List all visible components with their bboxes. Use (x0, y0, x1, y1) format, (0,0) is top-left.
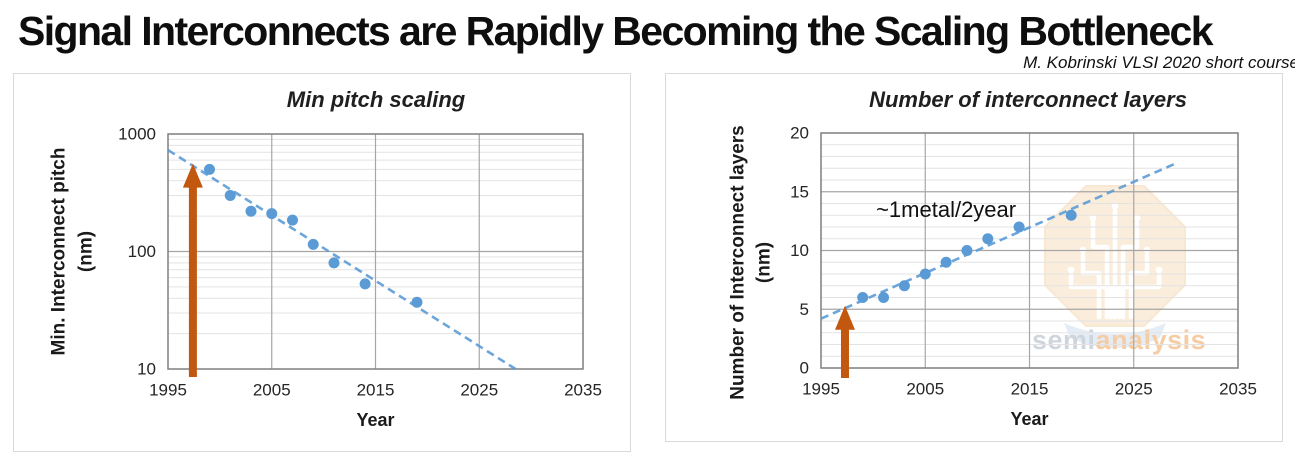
chart-title-interconnect-layers: Number of interconnect layers (869, 87, 1187, 112)
x-tick-label: 2015 (1011, 380, 1049, 399)
chart-card-min-pitch: Min pitch scaling 10 100 1000 1995 2005 2015 2… (13, 73, 631, 452)
x-axis-title: Year (356, 410, 394, 430)
x-tick-label: 2025 (460, 381, 498, 400)
y-tick-label: 0 (800, 359, 809, 378)
data-points (857, 209, 1077, 303)
x-tick-label: 2035 (1219, 380, 1257, 399)
semianalysis-logo-icon (1044, 185, 1186, 348)
semianalysis-wordmark: semianalysis (1032, 325, 1206, 356)
x-tick-label: 1995 (149, 381, 187, 400)
x-tick-label: 2015 (357, 381, 395, 400)
page-title: Signal Interconnects are Rapidly Becomin… (18, 8, 1214, 54)
y-axis-title: (nm) (76, 231, 97, 272)
up-arrow-icon (834, 305, 855, 378)
trend-line (167, 148, 517, 371)
x-tick-label: 2005 (906, 380, 944, 399)
y-axis-title: (nm) (754, 242, 775, 283)
y-axis-title: Number of Interconnect layers (728, 125, 749, 400)
chart-card-interconnect-layers: Number of interconnect layers (665, 73, 1283, 442)
plot-border (820, 132, 1239, 369)
plot-border (167, 133, 584, 370)
x-axis-title: Year (1010, 409, 1048, 429)
attribution-text: M. Kobrinski VLSI 2020 short course (1023, 53, 1295, 72)
major-gridlines (821, 133, 1238, 368)
semianalysis-watermark: semianalysis (1032, 177, 1206, 363)
y-tick-label: 1000 (118, 125, 156, 144)
interconnect-layers-chart: 0 5 10 15 20 1995 2005 2015 2025 2035 Year Number o… (728, 124, 1257, 430)
y-tick-label: 20 (790, 124, 809, 143)
x-tick-label: 2035 (564, 381, 602, 400)
chart-title-min-pitch: Min pitch scaling (286, 87, 466, 112)
up-arrow-icon (182, 163, 203, 377)
y-axis-title: Min. Interconnect pitch (49, 148, 70, 356)
major-gridlines (168, 134, 583, 369)
y-tick-label: 100 (128, 242, 156, 261)
min-pitch-scaling-chart: 10 100 1000 1995 2005 2015 2025 2035 Year Min. In… (49, 125, 602, 431)
data-points (204, 163, 423, 308)
wordmark-semi: semi (1032, 325, 1096, 355)
y-tick-label: 10 (137, 360, 156, 379)
y-tick-label: 10 (790, 241, 809, 260)
x-tick-label: 2025 (1115, 380, 1153, 399)
x-tick-label: 2005 (253, 381, 291, 400)
y-tick-label: 5 (800, 300, 809, 319)
trend-line (820, 162, 1176, 320)
wordmark-analysis: analysis (1095, 325, 1207, 355)
y-tick-label: 15 (790, 182, 809, 201)
x-tick-label: 1995 (802, 380, 840, 399)
annotation-metal-per-year: ~1metal/2year (876, 197, 1016, 222)
